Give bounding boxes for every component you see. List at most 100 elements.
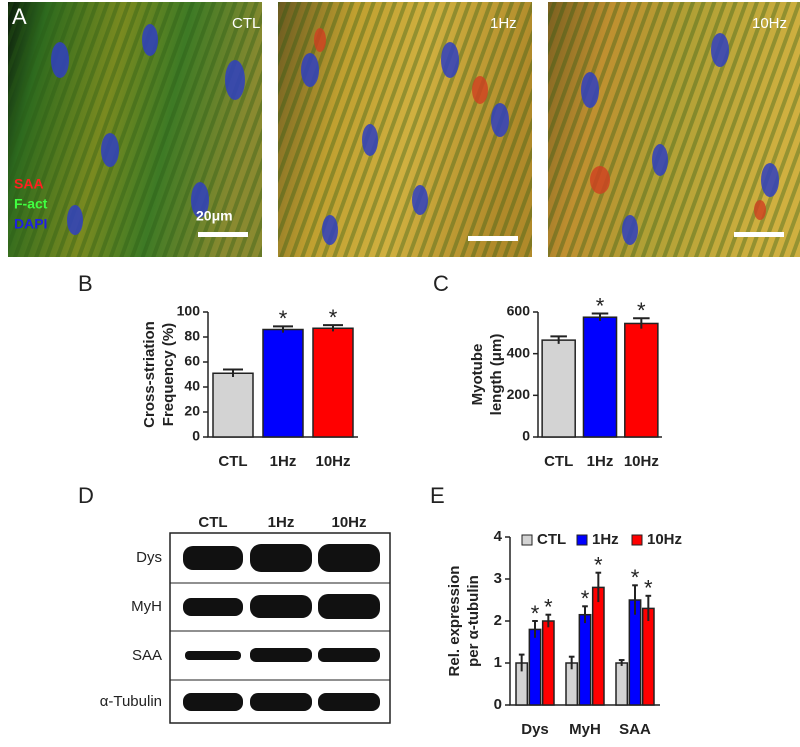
bar: [582, 316, 618, 438]
error-bar: [273, 325, 293, 333]
legend-label: 1Hz: [592, 531, 619, 548]
error-bar: [591, 312, 609, 321]
bar: [641, 607, 655, 706]
blot-column-label: 10Hz: [331, 514, 366, 531]
x-tick-label: MyH: [569, 721, 601, 738]
panel-letter: D: [78, 483, 94, 508]
bar: [624, 322, 659, 438]
panel-letter: E: [430, 483, 445, 508]
bar: [212, 372, 254, 438]
micrograph-texture: [8, 2, 262, 257]
legend-label: CTL: [537, 531, 566, 548]
y-tick-label: 0: [494, 696, 502, 713]
error-bar: [323, 324, 343, 332]
error-bar: [618, 659, 625, 666]
significance-marker: *: [279, 306, 288, 331]
x-tick-label: Dys: [521, 721, 549, 738]
error-bar: [568, 655, 575, 670]
y-tick-label: 200: [507, 386, 531, 402]
bar: [591, 586, 605, 706]
significance-marker: *: [581, 586, 590, 611]
y-axis-label: Myotube: [469, 344, 486, 406]
scale-bar: [198, 232, 248, 237]
bar: [262, 328, 304, 438]
blot-column-label: 1Hz: [268, 514, 295, 531]
blot-row-label: MyH: [131, 598, 162, 615]
x-tick-label: SAA: [619, 721, 651, 738]
error-bar: [595, 571, 602, 603]
y-tick-label: 2: [494, 612, 502, 629]
y-tick-label: 600: [507, 303, 531, 319]
bar: [615, 662, 629, 706]
scale-label: 20μm: [196, 208, 233, 224]
significance-marker: *: [594, 553, 603, 578]
y-axis-label: Rel. expression: [446, 566, 463, 677]
y-axis-label: Cross-striation: [141, 321, 158, 428]
nuclei: [51, 24, 779, 245]
panel-letter: B: [78, 271, 93, 296]
stain-label: F-act: [14, 196, 48, 212]
x-tick-label: 1Hz: [270, 453, 297, 470]
error-bar: [550, 335, 567, 344]
western-blot: [169, 532, 391, 724]
x-tick-label: 10Hz: [624, 453, 659, 470]
bar: [312, 327, 354, 438]
error-bar: [545, 613, 552, 628]
bar: [528, 628, 542, 706]
image-label: CTL: [232, 15, 260, 32]
y-tick-label: 0: [522, 428, 530, 444]
legend-label: 10Hz: [647, 531, 682, 548]
y-axis-label: per α-tubulin: [465, 575, 482, 667]
stain-label: SAA: [14, 176, 44, 192]
significance-marker: *: [631, 565, 640, 590]
error-bar: [645, 594, 652, 621]
error-bar: [223, 368, 243, 377]
x-tick-label: CTL: [544, 453, 573, 470]
panel-letter: C: [433, 271, 449, 296]
significance-marker: *: [596, 293, 605, 318]
image-panels: A CTL 1Hz 10Hz SAA F-act DAPI 20μm: [8, 2, 800, 257]
y-tick-label: 400: [507, 344, 531, 360]
significance-marker: *: [531, 601, 540, 626]
saa-signal: [314, 28, 766, 220]
x-tick-label: CTL: [218, 453, 247, 470]
error-bar: [582, 605, 588, 624]
bands: [183, 544, 380, 711]
legend-swatch: [521, 534, 533, 546]
significance-marker: *: [644, 576, 653, 601]
image-label: 1Hz: [490, 15, 517, 32]
error-bar: [532, 620, 538, 638]
blot-row-label: Dys: [136, 549, 162, 566]
significance-marker: *: [544, 595, 553, 620]
x-tick-label: 1Hz: [587, 453, 614, 470]
scale-bar: [468, 236, 518, 241]
significance-marker: *: [329, 305, 338, 330]
bar: [541, 620, 555, 706]
y-tick-label: 20: [184, 403, 200, 419]
y-axis-label: length (μm): [488, 334, 505, 416]
scale-bar: [734, 232, 784, 237]
error-bar: [633, 317, 650, 329]
bar: [541, 339, 576, 438]
stain-label: DAPI: [14, 216, 47, 232]
significance-marker: *: [637, 298, 646, 323]
x-tick-label: 10Hz: [315, 453, 350, 470]
bar: [628, 599, 642, 706]
bar: [578, 613, 592, 706]
legend-swatch: [576, 534, 588, 546]
legend-swatch: [631, 534, 643, 546]
y-tick-label: 4: [494, 528, 503, 545]
y-axis-label: Frequency (%): [160, 323, 177, 426]
blot-column-label: CTL: [198, 514, 227, 531]
panel-letter: A: [12, 4, 27, 29]
y-tick-label: 3: [494, 570, 502, 587]
y-tick-label: 0: [192, 428, 200, 444]
blot-row-label: α-Tubulin: [100, 693, 162, 710]
error-bar: [632, 584, 638, 615]
y-tick-label: 80: [184, 328, 200, 344]
blot-row-label: SAA: [132, 647, 162, 664]
error-bar: [518, 653, 525, 672]
image-label: 10Hz: [752, 15, 787, 32]
y-tick-label: 100: [177, 303, 201, 319]
